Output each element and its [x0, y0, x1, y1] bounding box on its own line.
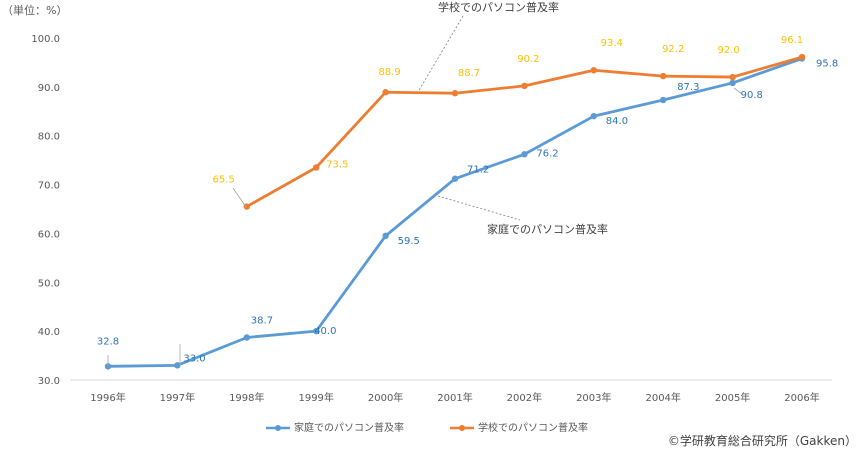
y-tick-label: 90.0 — [38, 83, 60, 94]
data-point — [243, 203, 250, 210]
data-label: 65.5 — [213, 175, 235, 186]
data-label: 73.5 — [326, 159, 348, 170]
y-tick-label: 50.0 — [38, 278, 60, 289]
x-tick-label: 2000年 — [368, 391, 403, 404]
data-point — [590, 67, 597, 74]
y-tick-label: 60.0 — [38, 229, 60, 240]
data-point — [313, 327, 320, 335]
x-tick-label: 1996年 — [90, 391, 125, 404]
legend-school-marker — [459, 425, 465, 431]
x-tick-label: 2006年 — [784, 391, 819, 404]
x-tick-label: 1997年 — [160, 391, 195, 404]
x-tick-label: 2001年 — [437, 391, 472, 404]
data-label-leader — [733, 87, 743, 95]
data-label: 76.2 — [536, 148, 558, 159]
series-line — [107, 57, 803, 368]
data-label: 93.4 — [601, 38, 623, 49]
data-label: 32.8 — [97, 336, 119, 347]
data-label: 88.7 — [458, 68, 480, 79]
data-point — [729, 73, 736, 81]
series-line — [246, 55, 803, 208]
school-annotation-leader — [417, 15, 464, 93]
data-point — [451, 175, 459, 182]
y-tick-label: 30.0 — [38, 376, 60, 387]
x-tick-label: 2003年 — [576, 391, 611, 404]
data-label: 40.0 — [314, 326, 336, 337]
data-point — [243, 334, 250, 341]
x-tick-label: 2002年 — [507, 391, 542, 404]
data-label: 90.2 — [517, 54, 539, 65]
home-annotation-leader — [437, 195, 521, 221]
y-tick-label: 70.0 — [38, 181, 60, 192]
data-label: 90.8 — [741, 90, 763, 101]
credit-text: ©学研教育総合研究所（Gakken） — [668, 433, 857, 448]
x-axis-ticks: 1996年 1997年 1998年 1999年 2000年 2001年 2002年 2003年… — [90, 391, 819, 404]
data-label: 71.2 — [467, 165, 489, 176]
data-label: 92.0 — [717, 45, 739, 56]
x-tick-label: 2004年 — [645, 391, 680, 404]
y-tick-label: 100.0 — [31, 34, 60, 45]
x-tick-label: 1999年 — [298, 391, 333, 404]
data-point — [660, 96, 667, 104]
series-layer — [104, 53, 806, 370]
home-annotation: 家庭でのパソコン普及率 — [487, 222, 608, 236]
data-label: 88.9 — [378, 67, 400, 78]
y-tick-label: 80.0 — [38, 132, 60, 143]
data-point — [174, 362, 181, 369]
data-label: 33.0 — [183, 353, 205, 364]
legend-school-label: 学校でのパソコン普及率 — [478, 421, 588, 434]
data-label: 87.3 — [677, 82, 699, 93]
x-tick-label: 1998年 — [229, 391, 264, 404]
data-label: 96.1 — [781, 35, 803, 46]
data-point — [382, 232, 389, 240]
legend-home-label: 家庭でのパソコン普及率 — [294, 421, 404, 434]
data-labels-layer: 32.8 33.0 38.7 40.0 59.5 71.2 76.2 84.0 87.3 90.8… — [97, 35, 838, 366]
y-axis-ticks: 30.0 40.0 50.0 60.0 70.0 80.0 90.0 100.0 — [31, 34, 60, 387]
data-point — [313, 164, 320, 171]
data-label: 95.8 — [816, 59, 838, 70]
data-point — [521, 82, 528, 90]
data-label: 38.7 — [251, 315, 273, 326]
data-point — [660, 72, 667, 80]
legend-home-marker — [275, 425, 281, 431]
y-tick-label: 40.0 — [38, 327, 60, 338]
legend: 家庭でのパソコン普及率 学校でのパソコン普及率 — [266, 421, 588, 434]
unit-label: （単位：%） — [2, 3, 67, 17]
data-point — [521, 151, 528, 158]
data-label: 92.2 — [662, 44, 684, 55]
data-point — [451, 90, 459, 97]
data-point — [382, 89, 389, 96]
data-label: 84.0 — [606, 116, 628, 127]
data-label-leader — [232, 187, 247, 208]
data-point — [104, 363, 112, 370]
school-annotation: 学校でのパソコン普及率 — [438, 0, 559, 14]
data-point — [590, 112, 597, 120]
data-point — [729, 79, 736, 87]
x-tick-label: 2005年 — [715, 391, 750, 404]
data-label: 59.5 — [398, 236, 420, 247]
data-point — [798, 53, 806, 61]
